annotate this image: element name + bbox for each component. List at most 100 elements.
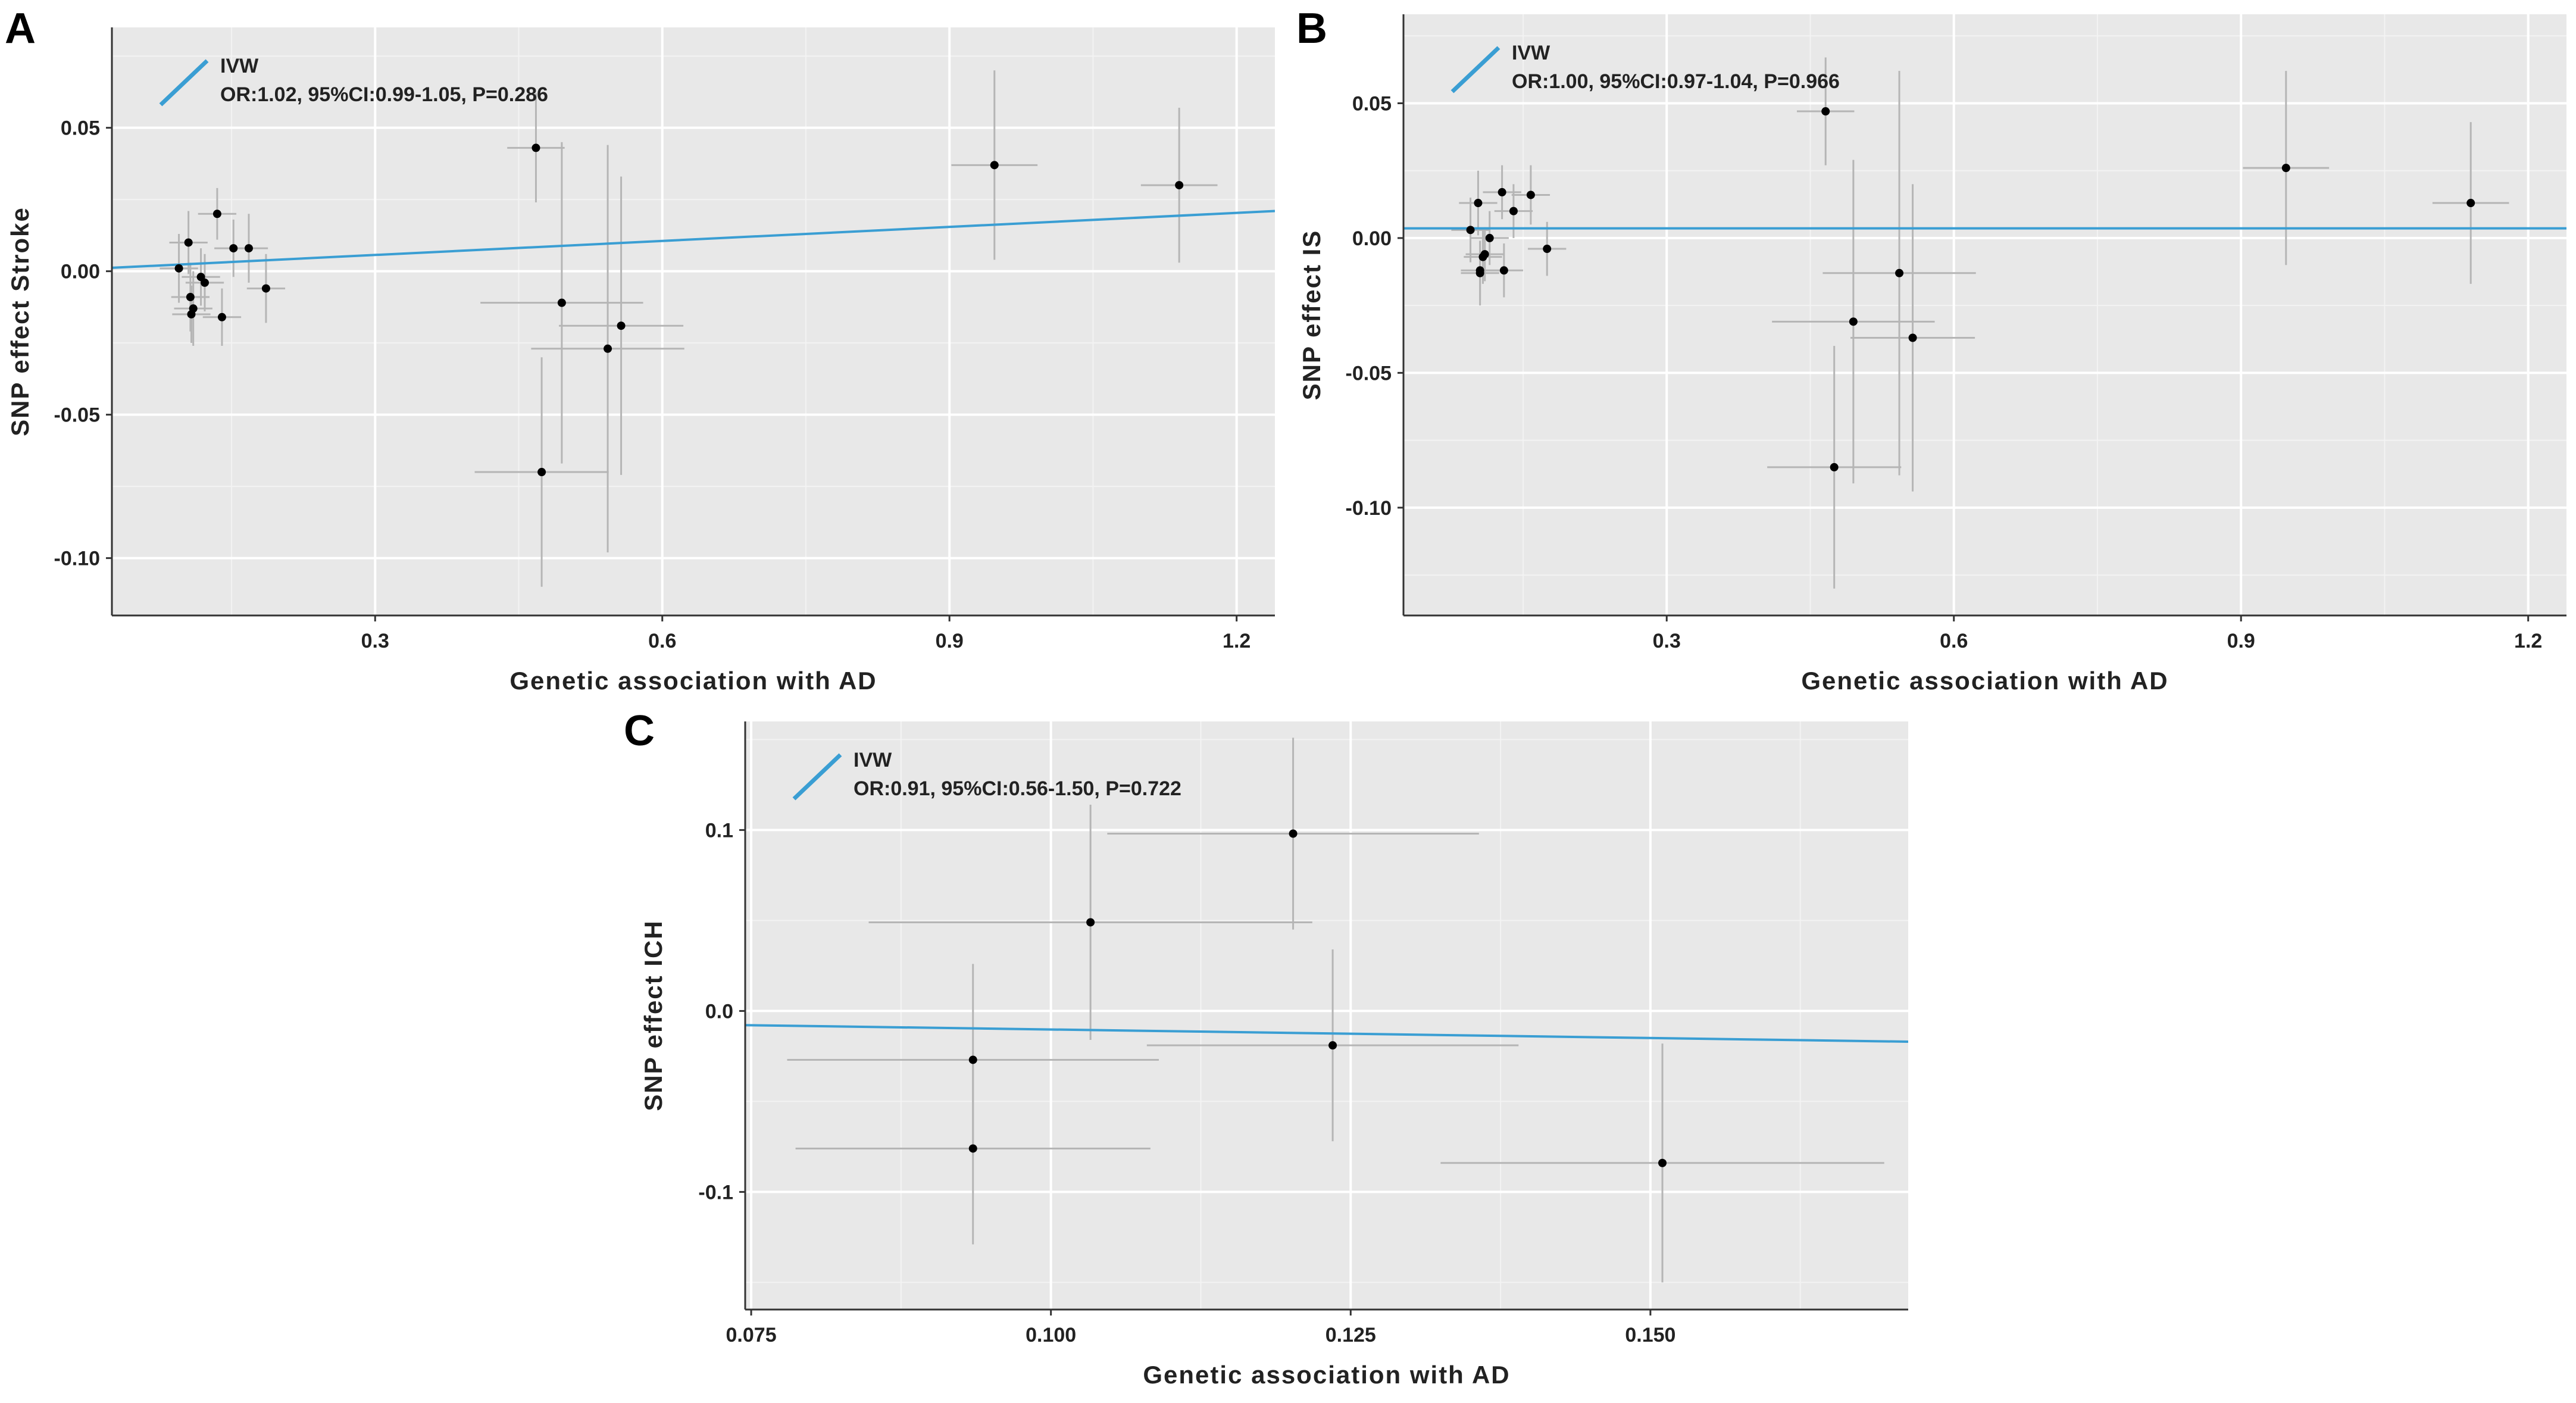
y-axis-title: SNP effect Stroke xyxy=(6,207,34,436)
snp-point xyxy=(1526,190,1535,199)
y-tick-label: 0.00 xyxy=(1352,227,1392,250)
panel-c-legend: IVW OR:0.91, 95%CI:0.56-1.50, P=0.722 xyxy=(792,749,1181,801)
panel-b-gridlines xyxy=(1403,14,2566,615)
y-tick-label: 0.00 xyxy=(61,261,100,283)
ivw-fit-line xyxy=(112,210,1275,269)
y-tick-label: 0.05 xyxy=(61,117,100,140)
x-axis-title: Genetic association with AD xyxy=(1801,667,2168,695)
plot-area xyxy=(1403,57,2566,589)
legend-text: OR:1.02, 95%CI:0.99-1.05, P=0.286 xyxy=(220,83,548,106)
snp-point xyxy=(1509,207,1518,215)
y-axis-title: SNP effect IS xyxy=(1298,230,1325,401)
panel-b-marks xyxy=(1403,57,2566,589)
snp-point xyxy=(532,143,540,152)
x-tick-label: 0.9 xyxy=(936,630,964,652)
panel-b-axes: 0.3 0.6 0.9 1.2 -0.10 -0.05 0.00 0.05 xyxy=(1346,14,2566,652)
snp-point xyxy=(1466,226,1475,235)
snp-point xyxy=(1908,333,1917,342)
snp-point xyxy=(2281,164,2290,173)
plot-background xyxy=(745,721,1908,1310)
x-tick-label: 0.150 xyxy=(1625,1324,1675,1346)
snp-point xyxy=(200,278,209,287)
snp-point xyxy=(968,1055,977,1064)
snp-point xyxy=(1895,268,1904,277)
panel-label-a: A xyxy=(5,5,36,52)
legend-title: IVW xyxy=(854,749,892,771)
snp-point xyxy=(1328,1041,1337,1050)
panel-c-axes: 0.075 0.100 0.125 0.150 -0.1 0.0 0.1 xyxy=(698,721,1908,1346)
snp-point xyxy=(1830,463,1839,471)
panel-c-gridlines xyxy=(745,721,1908,1310)
plot-background xyxy=(1403,14,2566,615)
snp-point xyxy=(217,313,226,321)
x-tick-label: 0.125 xyxy=(1325,1324,1376,1346)
snp-point xyxy=(617,321,626,330)
snp-point xyxy=(184,238,193,247)
snp-point xyxy=(1289,829,1298,838)
snp-point xyxy=(1086,918,1095,927)
y-tick-label: -0.05 xyxy=(54,404,101,427)
x-tick-label: 1.2 xyxy=(2514,630,2542,652)
snp-point xyxy=(1475,268,1484,277)
snp-point xyxy=(1499,266,1508,275)
panel-a-gridlines xyxy=(112,27,1275,615)
plot-background xyxy=(112,27,1275,615)
snp-point xyxy=(1849,317,1858,326)
panel-b-legend: IVW OR:1.00, 95%CI:0.97-1.04, P=0.966 xyxy=(1450,42,1840,93)
legend-text: OR:1.00, 95%CI:0.97-1.04, P=0.966 xyxy=(1512,70,1840,93)
x-tick-label: 0.100 xyxy=(1026,1324,1076,1346)
ivw-legend-key-icon xyxy=(159,59,209,107)
y-tick-label: -0.10 xyxy=(54,548,101,570)
legend-title: IVW xyxy=(220,55,259,77)
x-tick-label: 0.9 xyxy=(2227,630,2255,652)
snp-point xyxy=(557,298,566,307)
x-axis-title: Genetic association with AD xyxy=(509,667,877,695)
panel-label-c: C xyxy=(624,707,655,755)
ivw-fit-line xyxy=(745,1024,1908,1043)
panel-c: C 0.075 0.100 0.125 0.150 -0.1 0.0 0.1 IVW OR:… xyxy=(624,707,1908,1389)
snp-point xyxy=(229,244,238,253)
snp-point xyxy=(1498,188,1506,196)
snp-point xyxy=(186,293,195,302)
x-axis-title: Genetic association with AD xyxy=(1143,1361,1510,1389)
snp-point xyxy=(968,1144,977,1153)
snp-point xyxy=(1821,107,1830,116)
y-tick-label: 0.1 xyxy=(705,819,733,842)
snp-point xyxy=(174,264,183,273)
snp-point xyxy=(1474,199,1483,208)
legend-title: IVW xyxy=(1512,42,1550,64)
ivw-legend-key-icon xyxy=(792,753,842,801)
panel-a-marks xyxy=(112,70,1275,587)
snp-point xyxy=(212,210,221,218)
ivw-legend-key-icon xyxy=(1450,46,1500,93)
snp-point xyxy=(1543,245,1552,254)
legend-text: OR:0.91, 95%CI:0.56-1.50, P=0.722 xyxy=(854,777,1181,800)
snp-point xyxy=(2466,199,2475,208)
x-tick-label: 0.075 xyxy=(726,1324,777,1346)
x-tick-label: 0.3 xyxy=(1653,630,1681,652)
x-tick-label: 1.2 xyxy=(1223,630,1251,652)
snp-point xyxy=(604,344,612,353)
x-tick-label: 0.3 xyxy=(361,630,389,652)
x-tick-label: 0.6 xyxy=(1940,630,1968,652)
snp-point xyxy=(1480,250,1489,259)
panel-label-b: B xyxy=(1296,5,1327,52)
y-tick-label: -0.05 xyxy=(1346,362,1392,385)
y-tick-label: -0.1 xyxy=(698,1181,733,1204)
snp-point xyxy=(261,284,270,293)
snp-point xyxy=(990,161,999,170)
snp-point xyxy=(537,468,546,477)
snp-point xyxy=(187,310,196,318)
panel-a-axes: 0.3 0.6 0.9 1.2 -0.10 -0.05 0.00 0.05 xyxy=(54,27,1275,652)
y-tick-label: -0.10 xyxy=(1346,497,1392,520)
plot-area xyxy=(112,70,1275,587)
panel-c-marks xyxy=(745,738,1908,1283)
panel-a-legend: IVW OR:1.02, 95%CI:0.99-1.05, P=0.286 xyxy=(159,55,548,107)
panel-b: B 0.3 0.6 0.9 1.2 -0.10 -0.05 0.00 0.05 IVW OR:… xyxy=(1296,5,2566,695)
y-axis-title: SNP effect ICH xyxy=(639,920,667,1111)
panel-a: A 0.3 0.6 0.9 1.2 -0.10 -0.05 0.00 0.05 IVW OR:… xyxy=(5,5,1275,695)
plot-area xyxy=(745,738,1908,1283)
snp-point xyxy=(244,244,253,253)
snp-point xyxy=(1485,233,1494,242)
